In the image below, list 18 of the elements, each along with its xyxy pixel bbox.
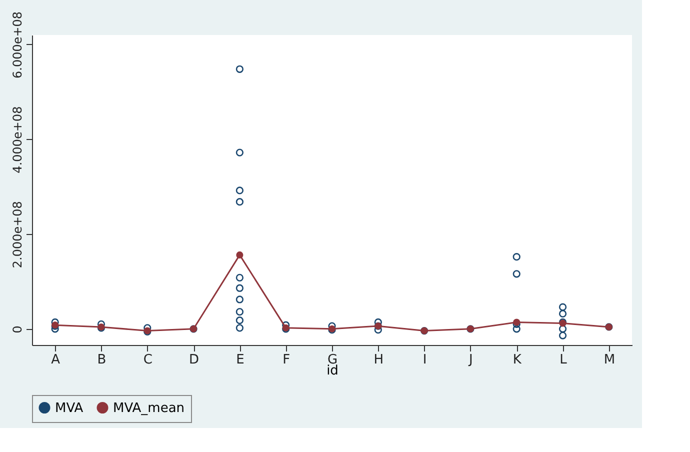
x-tick-label: B <box>97 352 106 368</box>
legend-label: MVA_mean <box>113 400 185 416</box>
x-tick-label: A <box>51 352 60 368</box>
legend-label: MVA <box>55 400 84 416</box>
y-tick-label: 0 <box>10 326 24 334</box>
y-tick-label: 6.000e+08 <box>10 11 24 79</box>
x-tick-label: H <box>374 352 384 368</box>
x-tick-label: C <box>143 352 152 368</box>
x-tick-label: M <box>604 352 616 368</box>
x-tick-label: L <box>560 352 568 368</box>
x-tick-label: E <box>236 352 244 368</box>
y-tick-label: 2.000e+08 <box>10 201 24 268</box>
y-tick-label: 4.000e+08 <box>10 106 24 174</box>
x-tick-label: K <box>512 352 522 368</box>
x-tick-label: J <box>468 352 473 368</box>
x-tick-label: I <box>422 352 427 368</box>
x-tick-label: F <box>282 352 290 368</box>
x-tick-label: D <box>189 352 200 368</box>
